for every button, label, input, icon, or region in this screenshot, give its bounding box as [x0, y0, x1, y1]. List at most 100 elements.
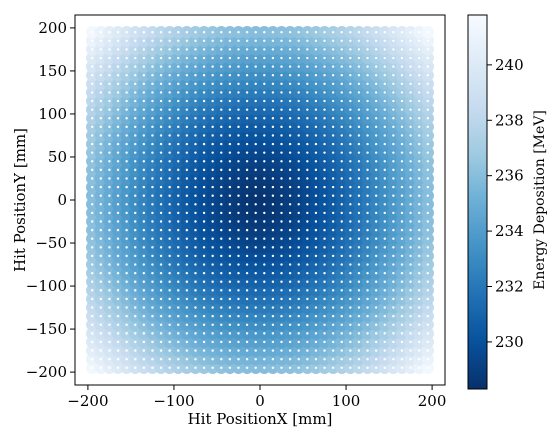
hit-marker — [288, 211, 292, 215]
hit-marker — [288, 65, 292, 68]
hit-marker — [228, 108, 232, 111]
hit-marker — [151, 91, 154, 94]
hit-marker — [116, 74, 120, 77]
hit-marker — [357, 142, 361, 146]
hit-marker — [211, 194, 214, 197]
hit-marker — [254, 314, 257, 318]
hit-marker — [134, 220, 137, 223]
hit-marker — [194, 332, 197, 335]
hit-marker — [245, 91, 249, 94]
hit-marker — [383, 185, 386, 189]
hit-marker — [374, 332, 378, 335]
hit-marker — [194, 246, 197, 249]
hit-marker — [340, 211, 343, 215]
hit-marker — [228, 246, 232, 249]
hit-marker — [237, 366, 240, 369]
hit-marker — [340, 117, 343, 120]
hit-marker — [202, 220, 206, 223]
hit-marker — [374, 108, 378, 111]
hit-marker — [263, 168, 266, 172]
hit-marker — [125, 237, 128, 240]
hit-marker — [151, 168, 154, 172]
hit-marker — [168, 65, 171, 68]
hit-marker — [134, 160, 137, 163]
hit-marker — [134, 211, 137, 215]
hit-marker — [202, 340, 206, 344]
hit-marker — [331, 237, 335, 240]
hit-marker — [280, 280, 283, 283]
hit-marker — [349, 48, 352, 51]
hit-marker — [374, 56, 378, 60]
hit-marker — [297, 340, 300, 344]
hit-marker — [245, 56, 249, 60]
hit-marker — [194, 314, 197, 318]
hit-marker — [323, 177, 326, 180]
hit-marker — [271, 297, 275, 301]
hit-marker — [108, 203, 111, 206]
hit-marker — [194, 160, 197, 163]
hit-marker — [116, 160, 120, 163]
hit-marker — [366, 271, 369, 275]
hit-marker — [374, 168, 378, 172]
hit-marker — [366, 31, 369, 34]
hit-marker — [349, 108, 352, 111]
hit-marker — [374, 65, 378, 68]
hit-marker — [220, 297, 223, 301]
hit-marker — [108, 246, 111, 249]
hit-marker — [323, 357, 326, 361]
hit-marker — [297, 228, 300, 232]
hit-marker — [125, 185, 128, 189]
hit-marker — [177, 366, 180, 369]
hit-marker — [288, 340, 292, 344]
hit-marker — [263, 228, 266, 232]
hit-marker — [366, 194, 369, 197]
hit-marker — [159, 332, 163, 335]
hit-marker — [263, 177, 266, 180]
hit-marker — [409, 297, 412, 301]
hit-marker — [280, 74, 283, 77]
hit-marker — [228, 289, 232, 292]
hit-marker — [297, 142, 300, 146]
hit-marker — [194, 220, 197, 223]
hit-marker — [237, 340, 240, 344]
hit-marker — [245, 228, 249, 232]
hit-marker — [211, 357, 214, 361]
hit-marker — [409, 349, 412, 352]
hit-marker — [245, 39, 249, 43]
hit-marker — [288, 349, 292, 352]
hit-marker — [374, 177, 378, 180]
hit-marker — [366, 254, 369, 258]
hit-marker — [383, 332, 386, 335]
hit-marker — [383, 125, 386, 129]
hit-marker — [168, 263, 171, 266]
hit-marker — [314, 74, 318, 77]
hit-marker — [185, 108, 189, 111]
hit-marker — [202, 39, 206, 43]
hit-marker — [228, 263, 232, 266]
hit-marker — [202, 177, 206, 180]
hit-marker — [400, 246, 404, 249]
hit-marker — [211, 177, 214, 180]
hit-marker — [254, 185, 257, 189]
hit-marker — [220, 357, 223, 361]
hit-marker — [125, 108, 128, 111]
hit-marker — [383, 271, 386, 275]
hit-marker — [340, 297, 343, 301]
hit-marker — [116, 357, 120, 361]
hit-marker — [211, 168, 214, 172]
hit-marker — [125, 194, 128, 197]
hit-marker — [263, 99, 266, 103]
hit-marker — [331, 323, 335, 326]
hit-marker — [263, 91, 266, 94]
hit-marker — [383, 168, 386, 172]
hit-marker — [297, 220, 300, 223]
hit-marker — [99, 142, 103, 146]
hit-marker — [374, 134, 378, 137]
hit-marker — [116, 31, 120, 34]
hit-marker — [202, 160, 206, 163]
hit-marker — [99, 91, 103, 94]
hit-marker — [306, 117, 309, 120]
hit-marker — [331, 246, 335, 249]
hit-marker — [142, 280, 146, 283]
hit-marker — [91, 99, 94, 103]
